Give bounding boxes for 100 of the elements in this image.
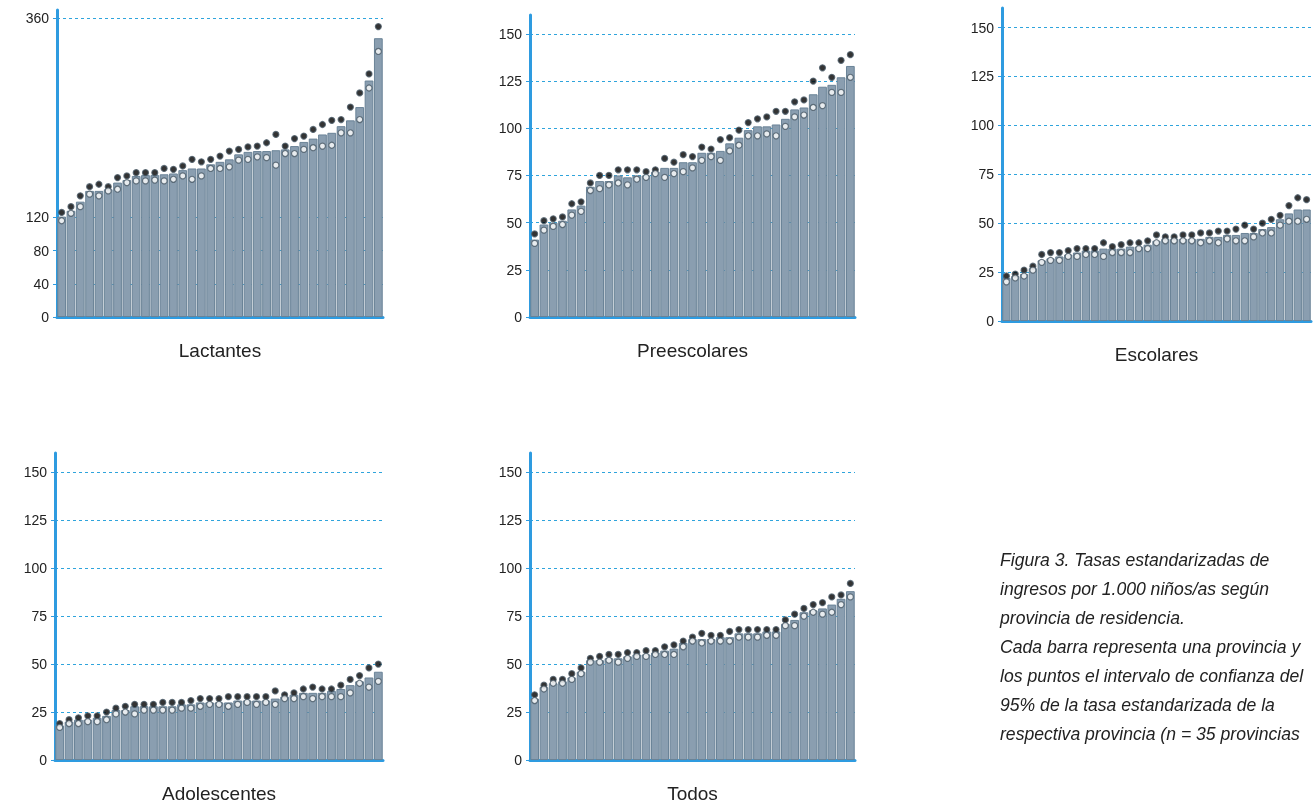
point	[102, 708, 111, 716]
point	[1205, 237, 1214, 245]
point	[623, 654, 632, 662]
point	[558, 213, 567, 221]
point	[1073, 245, 1081, 253]
y-tick-label: 50	[31, 656, 48, 673]
point	[374, 677, 382, 685]
point	[1258, 219, 1267, 227]
point	[74, 714, 83, 722]
y-tick-label: 0	[514, 309, 523, 325]
point	[1135, 245, 1143, 253]
point	[753, 132, 762, 140]
point	[327, 685, 336, 693]
point	[244, 143, 252, 151]
point	[356, 115, 364, 124]
point	[159, 706, 167, 714]
point	[1302, 196, 1311, 204]
point	[781, 616, 789, 624]
y-tick-label: 50	[506, 656, 523, 673]
point	[318, 142, 327, 150]
point	[763, 625, 771, 634]
point	[121, 702, 129, 710]
point	[781, 122, 789, 130]
point	[800, 96, 808, 104]
point	[76, 203, 84, 211]
point	[234, 700, 242, 708]
point	[791, 622, 799, 630]
point	[531, 691, 539, 699]
point	[614, 658, 622, 666]
point	[726, 637, 734, 645]
y-tick-label: 75	[506, 167, 523, 184]
point	[355, 679, 364, 687]
point	[74, 719, 83, 728]
point	[605, 181, 613, 189]
point	[661, 650, 669, 659]
point	[781, 107, 789, 115]
point	[253, 153, 261, 161]
point	[549, 222, 557, 230]
point	[216, 152, 224, 160]
point	[651, 169, 659, 178]
point	[225, 147, 233, 155]
point	[1241, 237, 1249, 245]
point	[596, 171, 604, 180]
point	[1232, 237, 1240, 245]
point	[1055, 256, 1063, 264]
point	[132, 177, 140, 185]
point	[309, 125, 317, 134]
point	[633, 652, 641, 660]
point	[679, 151, 687, 159]
point	[688, 152, 697, 161]
point	[123, 172, 131, 180]
point	[577, 198, 585, 206]
point	[540, 685, 548, 693]
point	[151, 176, 159, 184]
point	[586, 186, 594, 195]
point	[1091, 245, 1099, 253]
point	[800, 612, 808, 620]
point	[300, 132, 308, 140]
point	[828, 608, 836, 616]
point	[735, 141, 743, 149]
point	[1099, 252, 1108, 261]
point	[374, 23, 382, 31]
point	[374, 47, 382, 56]
point	[1046, 248, 1055, 257]
point	[1205, 229, 1214, 237]
point	[726, 627, 734, 636]
point	[818, 599, 827, 607]
point	[262, 698, 270, 707]
point	[253, 142, 261, 150]
point	[160, 177, 168, 185]
point	[84, 718, 92, 726]
point	[744, 118, 752, 127]
point	[159, 698, 167, 707]
point	[215, 695, 223, 703]
point	[272, 130, 280, 139]
point	[328, 141, 336, 149]
point	[160, 164, 168, 173]
point	[837, 88, 845, 96]
y-tick-label: 125	[498, 512, 523, 529]
point	[586, 179, 594, 187]
point	[365, 70, 373, 78]
point	[549, 679, 557, 687]
point	[187, 704, 195, 712]
point	[623, 648, 632, 657]
point	[1108, 248, 1116, 257]
y-tick-label: 75	[31, 608, 48, 625]
point	[698, 156, 706, 164]
point	[327, 693, 336, 701]
point	[670, 650, 678, 659]
point	[568, 670, 576, 678]
point	[374, 660, 382, 668]
point	[828, 73, 836, 81]
point	[318, 685, 326, 693]
point	[540, 226, 548, 234]
point	[131, 700, 139, 708]
point	[206, 700, 214, 708]
point	[623, 166, 632, 174]
point	[225, 163, 233, 171]
point	[262, 693, 270, 701]
point	[791, 98, 799, 106]
